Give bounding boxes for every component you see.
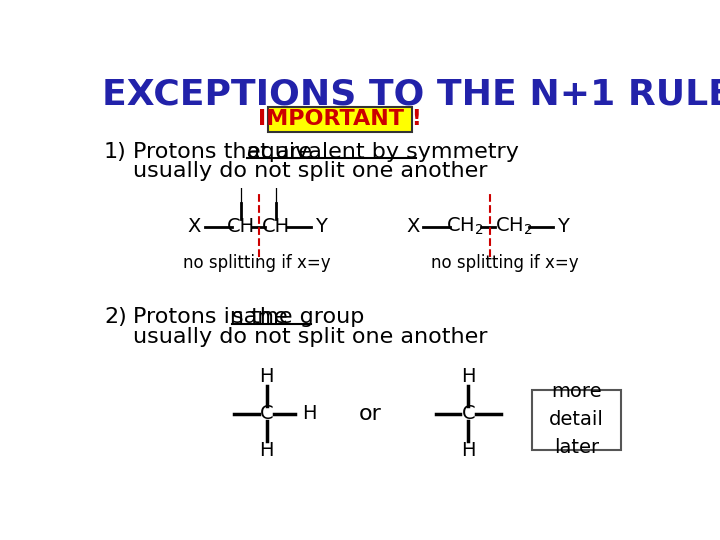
Text: no splitting if x=y: no splitting if x=y <box>431 254 578 273</box>
Text: more
detail
later: more detail later <box>549 382 604 457</box>
Text: CH: CH <box>227 217 255 236</box>
Text: Y: Y <box>557 217 570 236</box>
Text: CH$_2$: CH$_2$ <box>495 216 533 237</box>
Text: |: | <box>274 188 279 204</box>
Text: equivalent by symmetry: equivalent by symmetry <box>248 142 519 162</box>
Text: IMPORTANT !: IMPORTANT ! <box>258 110 422 130</box>
Text: |: | <box>238 188 243 204</box>
Text: or: or <box>359 403 382 423</box>
Text: C: C <box>260 404 274 423</box>
Text: EXCEPTIONS TO THE N+1 RULE: EXCEPTIONS TO THE N+1 RULE <box>102 77 720 111</box>
Text: usually do not split one another: usually do not split one another <box>132 161 487 181</box>
Text: C: C <box>462 404 475 423</box>
Text: CH: CH <box>262 217 290 236</box>
Text: same group: same group <box>232 307 364 327</box>
Text: H: H <box>259 367 274 386</box>
Text: H: H <box>302 404 317 423</box>
Text: usually do not split one another: usually do not split one another <box>132 327 487 347</box>
Text: 2): 2) <box>104 307 127 327</box>
Text: CH$_2$: CH$_2$ <box>446 216 484 237</box>
Text: Y: Y <box>315 217 327 236</box>
Text: H: H <box>461 367 475 386</box>
FancyBboxPatch shape <box>269 107 412 132</box>
Text: 1): 1) <box>104 142 127 162</box>
Text: X: X <box>406 217 419 236</box>
Text: H: H <box>461 441 475 460</box>
Text: Protons that are: Protons that are <box>132 142 319 162</box>
Text: Protons in the: Protons in the <box>132 307 294 327</box>
Text: no splitting if x=y: no splitting if x=y <box>183 254 330 273</box>
FancyBboxPatch shape <box>532 390 621 450</box>
Text: X: X <box>187 217 201 236</box>
Text: H: H <box>259 441 274 460</box>
